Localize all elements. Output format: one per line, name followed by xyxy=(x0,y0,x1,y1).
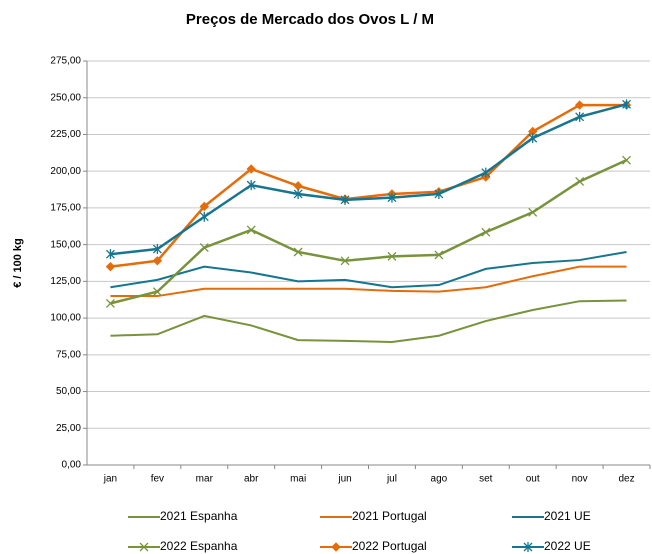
x-tick-label: out xyxy=(526,474,540,485)
legend-label: 2021 Portugal xyxy=(352,509,427,523)
x-tick-label: fev xyxy=(151,474,164,485)
series-line xyxy=(110,159,628,305)
marker xyxy=(523,542,533,552)
marker xyxy=(528,207,538,217)
legend-label: 2021 Espanha xyxy=(160,509,238,523)
y-tick-label: 125,00 xyxy=(50,276,81,287)
x-tick-label: mar xyxy=(196,474,214,485)
series-line xyxy=(110,103,627,256)
marker xyxy=(387,192,397,203)
marker xyxy=(246,164,256,174)
legend-label: 2022 UE xyxy=(544,539,591,553)
marker xyxy=(139,542,149,552)
series-line xyxy=(110,265,627,298)
x-tick-label: dez xyxy=(618,474,634,485)
y-tick-label: 200,00 xyxy=(50,166,81,177)
marker xyxy=(340,194,350,205)
marker xyxy=(105,298,115,308)
y-tick-label: 25,00 xyxy=(56,423,81,434)
series-line xyxy=(110,299,627,344)
marker xyxy=(622,155,632,165)
legend-label: 2021 UE xyxy=(544,509,591,523)
y-tick-label: 100,00 xyxy=(50,313,81,324)
marker xyxy=(105,261,116,272)
marker xyxy=(387,251,397,261)
series-line xyxy=(110,103,627,268)
x-tick-label: set xyxy=(479,474,493,485)
marker xyxy=(574,100,585,110)
marker xyxy=(434,250,444,260)
marker xyxy=(434,188,444,199)
marker xyxy=(199,243,209,253)
y-tick-label: 150,00 xyxy=(50,239,81,250)
x-tick-label: ago xyxy=(431,474,448,485)
y-tick-label: 175,00 xyxy=(50,203,81,214)
marker xyxy=(575,111,585,122)
marker xyxy=(528,133,538,144)
x-tick-label: mai xyxy=(290,474,306,485)
marker xyxy=(105,249,115,260)
marker xyxy=(622,99,632,110)
marker xyxy=(575,177,585,186)
marker xyxy=(152,244,162,255)
chart-title: Preços de Mercado dos Ovos L / M xyxy=(186,11,434,28)
marker xyxy=(152,287,162,297)
marker xyxy=(481,167,491,178)
marker xyxy=(293,181,303,191)
marker xyxy=(340,256,350,266)
marker xyxy=(293,188,303,199)
marker xyxy=(246,225,256,235)
y-tick-label: 50,00 xyxy=(56,386,81,397)
x-tick-label: jan xyxy=(103,474,117,485)
y-axis-label: € / 100 kg xyxy=(12,238,24,288)
y-tick-label: 225,00 xyxy=(50,129,81,140)
marker xyxy=(199,211,209,222)
y-tick-label: 75,00 xyxy=(56,349,81,360)
x-tick-label: nov xyxy=(572,474,588,485)
x-tick-label: jul xyxy=(386,474,397,485)
legend-label: 2022 Espanha xyxy=(160,539,238,553)
marker xyxy=(293,247,303,257)
legend-label: 2022 Portugal xyxy=(352,539,427,553)
x-tick-label: abr xyxy=(244,474,259,485)
series-line xyxy=(110,250,627,289)
marker xyxy=(246,180,256,191)
y-tick-label: 250,00 xyxy=(50,92,81,103)
y-tick-label: 275,00 xyxy=(50,56,81,67)
marker xyxy=(331,542,341,552)
marker xyxy=(152,256,163,266)
marker xyxy=(199,201,209,212)
y-tick-label: 0,00 xyxy=(62,460,82,471)
marker xyxy=(481,227,491,237)
x-tick-label: jun xyxy=(337,474,351,485)
